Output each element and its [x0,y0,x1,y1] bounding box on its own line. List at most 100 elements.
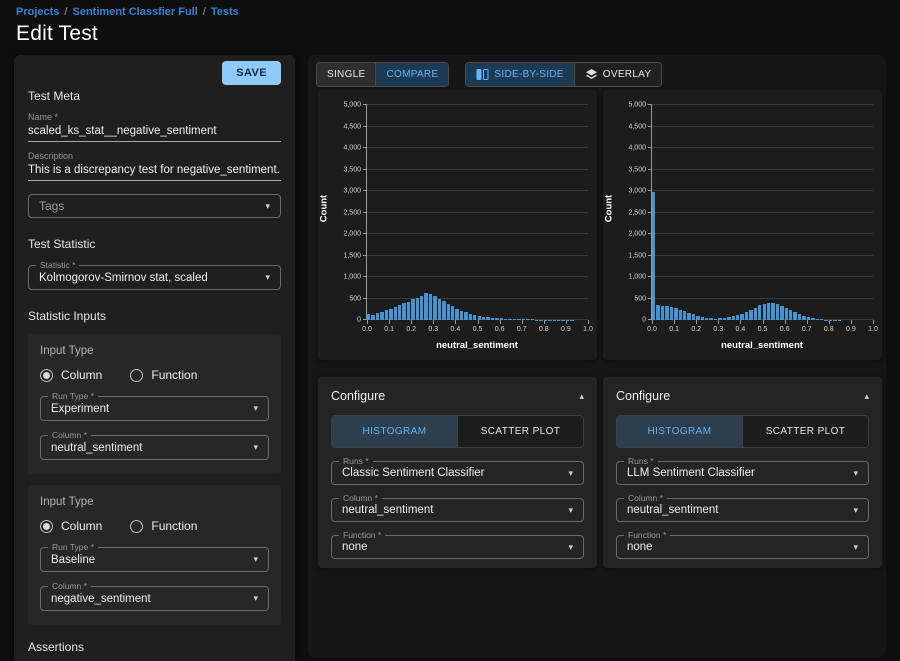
histogram-bar [464,312,467,320]
tab-histogram[interactable]: HISTOGRAM [332,416,457,447]
histogram-bar [411,299,414,320]
runs-select-label: Runs * [339,457,373,466]
y-tick-label: 500 [606,295,646,302]
x-tick-mark [433,320,434,324]
input-type-radio-group: Column Function [40,519,269,533]
gridline [367,233,588,234]
histogram-bar [692,314,695,320]
radio-column-label: Column [61,519,102,533]
radio-function[interactable]: Function [130,519,197,533]
histogram-bar [758,305,761,320]
radio-function[interactable]: Function [130,368,197,382]
chart-type-tabs: HISTOGRAM SCATTER PLOT [616,415,869,448]
histogram-bar [367,314,370,320]
overlay-layers-icon [585,68,598,81]
statistic-select[interactable]: Statistic * Kolmogorov-Smirnov stat, sca… [28,265,281,290]
chevron-down-icon: ▾ [253,442,258,453]
gridline [367,169,588,170]
statistic-select-label: Statistic * [36,261,79,270]
side-by-side-icon [476,68,489,81]
histogram-bar [469,314,472,320]
breadcrumb-separator: / [64,6,67,18]
collapse-arrow-icon[interactable]: ▴ [579,391,584,402]
side-by-side-button[interactable]: SIDE-BY-SIDE [466,63,573,86]
histogram-bar [398,305,401,320]
configure-header[interactable]: Configure ▴ [331,389,584,403]
histogram-bar [447,304,450,320]
x-tick-label: 0.2 [691,326,701,333]
save-button[interactable]: SAVE [222,61,281,85]
chevron-down-icon: ▾ [253,593,258,604]
y-tick-label: 2,500 [321,209,361,216]
breadcrumb-tests[interactable]: Tests [211,6,239,18]
runs-select-label: Runs * [624,457,658,466]
x-tick-mark [807,320,808,324]
x-tick-label: 0.9 [561,326,571,333]
x-tick-mark [740,320,741,324]
breadcrumb-project[interactable]: Sentiment Classfier Full [72,6,197,18]
function-select-value: none [627,541,847,553]
y-tick-label: 5,000 [606,102,646,109]
column-select[interactable]: Column * neutral_sentiment ▾ [40,435,269,460]
runs-select-value: LLM Sentiment Classifier [627,467,847,479]
histogram-bar [513,319,516,320]
function-select[interactable]: Function * none ▾ [331,535,584,559]
single-view-button[interactable]: SINGLE [317,63,375,86]
tab-scatter-plot[interactable]: SCATTER PLOT [742,416,868,447]
histogram-bar [429,294,432,320]
column-select-label: Column * [48,431,91,440]
configure-header[interactable]: Configure ▴ [616,389,869,403]
save-row: SAVE [28,61,281,85]
x-tick-label: 0.5 [758,326,768,333]
column-select-value: neutral_sentiment [51,442,247,454]
histogram-bar [424,293,427,320]
description-input[interactable]: This is a discrepancy test for negative_… [28,161,281,181]
column-select-value: neutral_sentiment [627,504,847,516]
radio-column[interactable]: Column [40,519,102,533]
collapse-arrow-icon[interactable]: ▴ [864,391,869,402]
breadcrumb-projects[interactable]: Projects [16,6,59,18]
function-select[interactable]: Function * none ▾ [616,535,869,559]
side-by-side-label: SIDE-BY-SIDE [494,69,563,80]
overlay-button[interactable]: OVERLAY [574,63,662,86]
radio-column[interactable]: Column [40,368,102,382]
run-type-select[interactable]: Run Type * Baseline ▾ [40,547,269,572]
function-select-label: Function * [624,531,670,540]
y-tick-label: 3,000 [321,188,361,195]
configure-row: Configure ▴ HISTOGRAM SCATTER PLOT Runs … [318,377,882,568]
overlay-label: OVERLAY [603,69,652,80]
column-select[interactable]: Column * neutral_sentiment ▾ [616,498,869,522]
x-tick-label: 1.0 [583,326,593,333]
gridline [367,212,588,213]
tab-histogram[interactable]: HISTOGRAM [617,416,742,447]
chevron-down-icon: ▾ [568,542,573,553]
page-header: Projects/Sentiment Classfier Full/Tests … [16,6,239,46]
runs-select[interactable]: Runs * LLM Sentiment Classifier ▾ [616,461,869,485]
histogram-bar [460,311,463,320]
chevron-down-icon: ▾ [853,505,858,516]
tags-select[interactable]: Tags ▾ [28,194,281,218]
compare-view-button[interactable]: COMPARE [375,63,448,86]
name-input[interactable]: scaled_ks_stat__negative_sentiment [28,122,281,142]
column-select[interactable]: Column * negative_sentiment ▾ [40,586,269,611]
histogram-bar [504,319,507,320]
x-tick-label: 0.4 [451,326,461,333]
gridline [652,190,873,191]
radio-function-label: Function [151,368,197,382]
breadcrumb-separator: / [203,6,206,18]
gridline [367,298,588,299]
histogram-bar [732,316,735,320]
column-select[interactable]: Column * neutral_sentiment ▾ [331,498,584,522]
x-tick-mark [674,320,675,324]
statistic-inputs-heading: Statistic Inputs [28,309,281,323]
tab-scatter-plot[interactable]: SCATTER PLOT [457,416,583,447]
histogram-bar [531,319,534,320]
histogram-bar [767,303,770,320]
run-type-select[interactable]: Run Type * Experiment ▾ [40,396,269,421]
radio-unselected-icon [130,520,143,533]
histogram-bar [491,318,494,320]
runs-select[interactable]: Runs * Classic Sentiment Classifier ▾ [331,461,584,485]
histogram-bar [495,318,498,320]
gridline [652,276,873,277]
x-tick-label: 0.9 [846,326,856,333]
